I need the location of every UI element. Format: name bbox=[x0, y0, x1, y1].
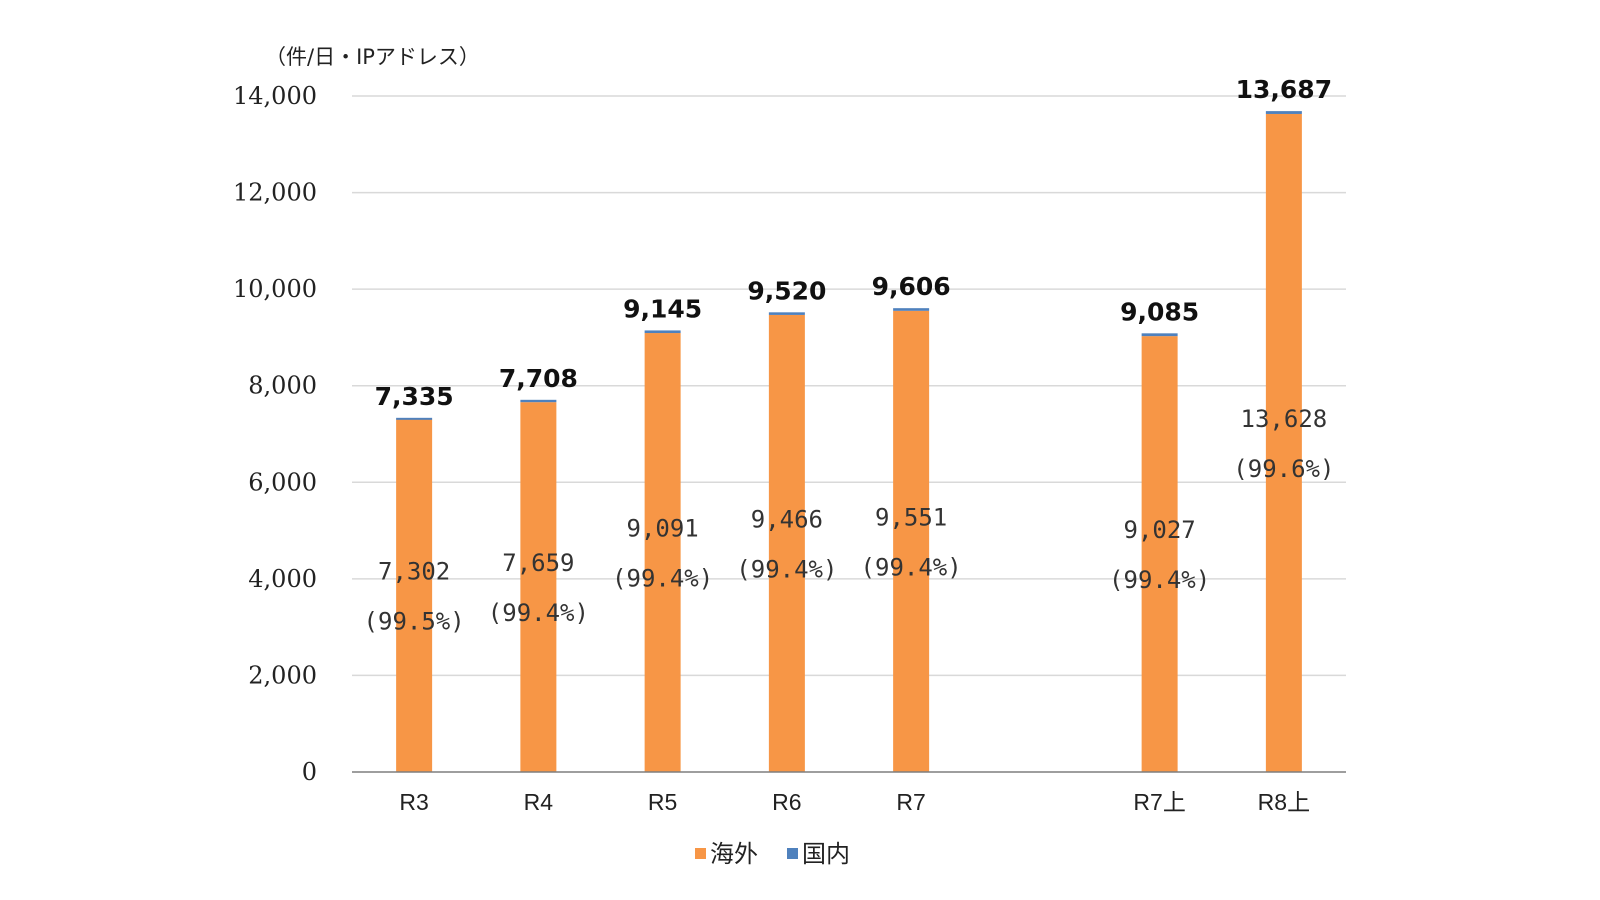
bar-domestic bbox=[520, 399, 557, 403]
legend-label: 国内 bbox=[802, 840, 850, 868]
overseas-share-label: (99.4%) bbox=[612, 565, 713, 593]
x-tick-label: R5 bbox=[648, 789, 677, 815]
total-label: 9,085 bbox=[1120, 297, 1199, 326]
overseas-share-label: (99.5%) bbox=[364, 608, 465, 636]
overseas-value-label: 7,302 bbox=[378, 558, 450, 586]
overseas-share-label: (99.4%) bbox=[861, 553, 962, 581]
bar-domestic bbox=[644, 330, 681, 334]
x-tick-label: R7上 bbox=[1133, 789, 1185, 815]
y-tick-label: 6,000 bbox=[248, 468, 317, 496]
legend-label: 海外 bbox=[710, 840, 758, 868]
legend: 海外 国内 bbox=[695, 840, 850, 868]
bar-domestic bbox=[768, 312, 805, 315]
overseas-value-label: 9,551 bbox=[875, 503, 947, 531]
overseas-value-label: 9,027 bbox=[1124, 516, 1196, 544]
y-tick-label: 8,000 bbox=[248, 372, 317, 400]
bar-domestic bbox=[893, 308, 930, 311]
y-tick-label: 12,000 bbox=[233, 179, 317, 207]
y-tick-label: 10,000 bbox=[233, 275, 317, 303]
x-tick-label: R8上 bbox=[1258, 789, 1310, 815]
y-tick-label: 14,000 bbox=[233, 82, 317, 110]
y-axis-unit-label: （件/日・IPアドレス） bbox=[265, 45, 480, 69]
total-label: 9,520 bbox=[747, 276, 826, 305]
overseas-value-label: 9,466 bbox=[751, 505, 823, 533]
bar-overseas bbox=[893, 310, 930, 772]
x-axis-ticks: R3 R4 R5 R6 R7 R7上 R8上 bbox=[399, 789, 1310, 815]
legend-swatch bbox=[787, 848, 798, 859]
bar-domestic bbox=[1265, 111, 1302, 114]
total-label: 7,335 bbox=[375, 382, 454, 411]
bar-domestic bbox=[396, 417, 433, 420]
x-tick-label: R7 bbox=[896, 789, 925, 815]
overseas-value-label: 13,628 bbox=[1241, 405, 1328, 433]
bar-overseas bbox=[396, 419, 433, 772]
overseas-share-label: (99.6%) bbox=[1233, 455, 1334, 483]
overseas-value-label: 7,659 bbox=[502, 549, 574, 577]
overseas-share-label: (99.4%) bbox=[1109, 566, 1210, 594]
bar-overseas bbox=[1141, 336, 1178, 772]
bar-overseas bbox=[644, 333, 681, 772]
overseas-share-label: (99.4%) bbox=[736, 555, 837, 583]
y-tick-label: 0 bbox=[302, 758, 317, 786]
bars bbox=[396, 111, 1302, 773]
data-labels: 7,335 7,302 (99.5%) 7,708 7,659 (99.4%) 9,145 9… bbox=[364, 75, 1335, 636]
y-tick-label: 4,000 bbox=[248, 565, 317, 593]
x-tick-label: R4 bbox=[524, 789, 554, 815]
legend-swatch bbox=[695, 848, 706, 859]
total-label: 13,687 bbox=[1236, 75, 1332, 104]
y-tick-label: 2,000 bbox=[248, 661, 317, 689]
total-label: 9,606 bbox=[872, 272, 951, 301]
overseas-value-label: 9,091 bbox=[627, 515, 699, 543]
overseas-share-label: (99.4%) bbox=[488, 599, 589, 627]
bar-domestic bbox=[1141, 333, 1178, 337]
gridlines bbox=[352, 95, 1346, 677]
total-label: 9,145 bbox=[623, 294, 702, 323]
x-tick-label: R3 bbox=[399, 789, 428, 815]
total-label: 7,708 bbox=[499, 364, 578, 393]
bar-overseas bbox=[768, 314, 805, 772]
bar-overseas bbox=[520, 402, 557, 772]
x-tick-label: R6 bbox=[772, 789, 801, 815]
y-axis-ticks: 0 2,000 4,000 6,000 8,000 10,000 12,000 14,000 bbox=[233, 82, 317, 786]
bar-overseas bbox=[1265, 113, 1302, 773]
